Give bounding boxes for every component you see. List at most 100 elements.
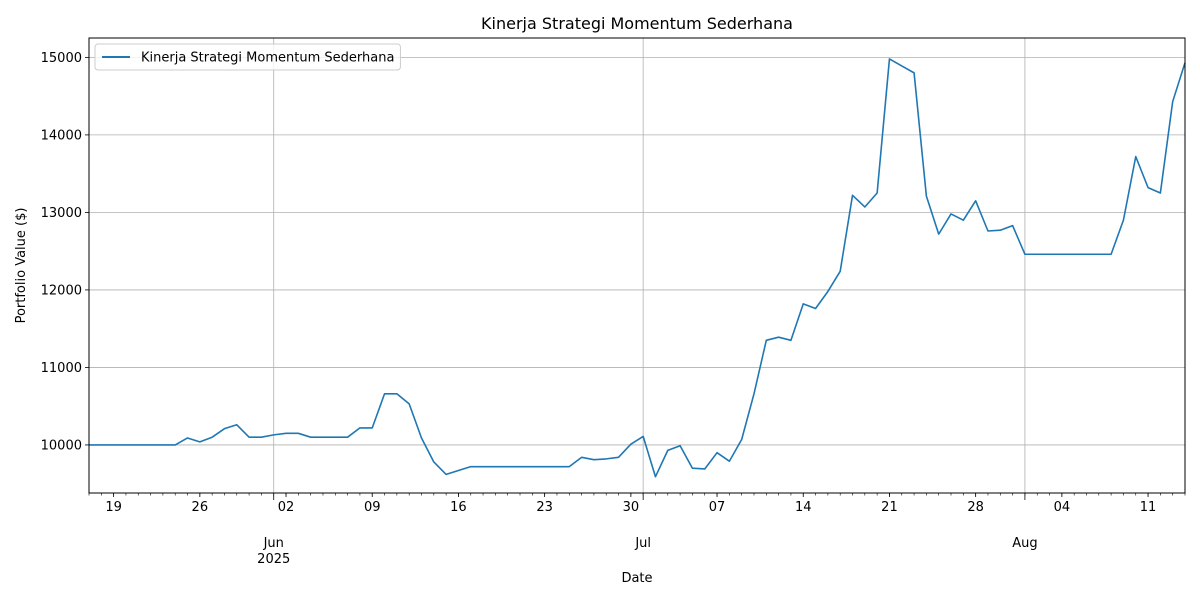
x-tick-label: 26 (192, 500, 209, 515)
y-axis-label: Portfolio Value ($) (14, 208, 29, 324)
x-tick-label: 21 (881, 500, 898, 515)
data-point (691, 467, 693, 469)
data-point (1024, 253, 1026, 255)
data-point (309, 436, 311, 438)
data-point (285, 432, 287, 434)
data-point (1122, 219, 1124, 221)
x-tick-label: 04 (1054, 500, 1071, 515)
data-point (1135, 155, 1137, 157)
data-point (999, 229, 1001, 231)
data-point (851, 194, 853, 196)
data-point (679, 445, 681, 447)
x-tick-label: 14 (795, 500, 812, 515)
data-point (617, 456, 619, 458)
data-point (728, 460, 730, 462)
y-tick-label: 10000 (41, 438, 82, 453)
legend: Kinerja Strategi Momentum Sederhana (94, 43, 401, 71)
data-point (864, 206, 866, 208)
data-point (716, 451, 718, 453)
x-tick-label: 11 (1140, 500, 1157, 515)
legend-box (94, 43, 401, 71)
data-point (987, 230, 989, 232)
data-point (962, 219, 964, 221)
data-point (470, 465, 472, 467)
data-point (223, 427, 225, 429)
data-point (1036, 253, 1038, 255)
data-point (494, 465, 496, 467)
x-month-label: Jun (263, 536, 284, 551)
data-point (630, 443, 632, 445)
data-point (543, 465, 545, 467)
data-point (556, 465, 558, 467)
data-point (642, 435, 644, 437)
data-point (383, 393, 385, 395)
data-point (125, 444, 127, 446)
data-point (1110, 253, 1112, 255)
y-tick-label: 14000 (41, 128, 82, 143)
data-point (236, 424, 238, 426)
data-point (974, 200, 976, 202)
data-point (408, 403, 410, 405)
data-point (814, 307, 816, 309)
data-point (777, 336, 779, 338)
data-point (346, 436, 348, 438)
data-point (654, 476, 656, 478)
x-tick-label: 16 (450, 500, 467, 515)
series-line (89, 58, 1186, 478)
data-point (162, 444, 164, 446)
data-point (396, 393, 398, 395)
data-point (888, 58, 890, 60)
data-point (211, 436, 213, 438)
data-point (1147, 186, 1149, 188)
x-tick-label: 02 (278, 500, 295, 515)
data-point (506, 465, 508, 467)
data-point (186, 437, 188, 439)
data-point (1048, 253, 1050, 255)
x-month-label: Aug (1012, 536, 1037, 551)
plot-frame (88, 37, 1186, 494)
data-point (827, 290, 829, 292)
data-point (765, 339, 767, 341)
data-point (790, 339, 792, 341)
data-point (297, 432, 299, 434)
data-point (1098, 253, 1100, 255)
data-point (482, 465, 484, 467)
data-point (1073, 253, 1075, 255)
chart-title: Kinerja Strategi Momentum Sederhana (481, 14, 793, 33)
data-point (100, 444, 102, 446)
data-point (876, 192, 878, 194)
data-point (531, 465, 533, 467)
data-point (802, 303, 804, 305)
data-point (667, 449, 669, 451)
data-point (580, 456, 582, 458)
x-tick-label: 07 (709, 500, 726, 515)
x-tick-label: 23 (536, 500, 553, 515)
data-point (445, 473, 447, 475)
x-tick-label: 09 (364, 500, 381, 515)
data-point (1159, 192, 1161, 194)
data-point (199, 441, 201, 443)
x-axis-label: Date (621, 571, 652, 586)
x-month-label: Jul (634, 536, 651, 551)
data-point (334, 436, 336, 438)
data-point (519, 465, 521, 467)
data-point (420, 437, 422, 439)
data-point (174, 444, 176, 446)
data-point (371, 427, 373, 429)
data-point (568, 465, 570, 467)
data-point (457, 469, 459, 471)
data-point (839, 270, 841, 272)
x-tick-label: 30 (623, 500, 640, 515)
legend-label: Kinerja Strategi Momentum Sederhana (141, 51, 394, 66)
data-point (605, 458, 607, 460)
data-point (433, 461, 435, 463)
data-point (248, 436, 250, 438)
data-point (149, 444, 151, 446)
data-point (260, 436, 262, 438)
series-lines (89, 58, 1186, 478)
data-point (901, 65, 903, 67)
data-point (1061, 253, 1063, 255)
data-point (322, 436, 324, 438)
